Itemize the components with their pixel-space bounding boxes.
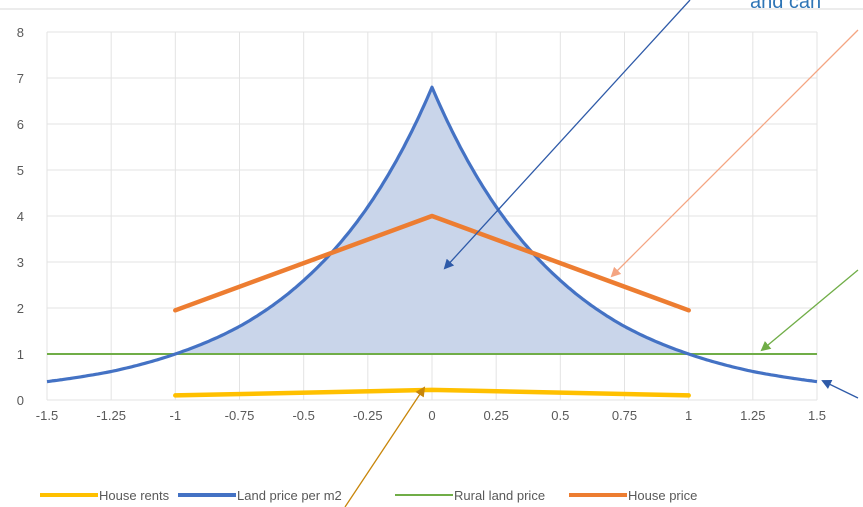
series-land-price-per-m2 <box>46 85 818 384</box>
annotation-arrows <box>344 0 859 507</box>
y-tick-label: 5 <box>17 163 24 178</box>
land-price-area <box>175 87 689 354</box>
annotation-arrow <box>821 379 859 399</box>
x-tick-label: 0.5 <box>551 408 569 423</box>
annotation-arrow <box>610 29 859 278</box>
x-tick-label: 1 <box>685 408 692 423</box>
legend-label: Land price per m2 <box>237 488 342 503</box>
legend: House rents Land price per m2 Rural land p… <box>40 488 697 503</box>
legend-item: Land price per m2 <box>178 488 342 503</box>
series-house-price <box>173 213 691 313</box>
y-tick-label: 7 <box>17 71 24 86</box>
y-tick-label: 8 <box>17 25 24 40</box>
legend-label: House price <box>628 488 697 503</box>
y-tick-label: 0 <box>17 393 24 408</box>
legend-item: Rural land price <box>395 488 545 503</box>
x-tick-label: 1.25 <box>740 408 765 423</box>
y-tick-label: 2 <box>17 301 24 316</box>
x-tick-label: -0.5 <box>292 408 314 423</box>
tick-labels: -1.5 -1.25 -1 -0.75 -0.5 -0.25 0 0.25 0.5 0.75 1 1.… <box>17 25 826 423</box>
annotation-text: and can <box>750 0 821 13</box>
annotation-arrow <box>760 269 859 352</box>
series-lines <box>46 85 818 398</box>
x-tick-label: -1.25 <box>96 408 126 423</box>
x-tick-label: -0.25 <box>353 408 383 423</box>
annotation-arrow <box>344 386 426 507</box>
y-tick-label: 1 <box>17 347 24 362</box>
series-house-rents <box>173 387 691 398</box>
x-tick-label: 1.5 <box>808 408 826 423</box>
x-tick-label: -0.75 <box>225 408 255 423</box>
x-tick-label: 0.75 <box>612 408 637 423</box>
x-tick-label: -1 <box>170 408 182 423</box>
y-tick-label: 6 <box>17 117 24 132</box>
land-price-fill <box>175 87 689 354</box>
legend-item: House price <box>569 488 697 503</box>
x-tick-label: 0 <box>428 408 435 423</box>
annotation-arrow <box>443 0 691 270</box>
legend-label: House rents <box>99 488 170 503</box>
legend-item: House rents <box>40 488 170 503</box>
y-tick-label: 3 <box>17 255 24 270</box>
y-tick-label: 4 <box>17 209 24 224</box>
legend-label: Rural land price <box>454 488 545 503</box>
x-tick-label: 0.25 <box>484 408 509 423</box>
x-tick-label: -1.5 <box>36 408 58 423</box>
